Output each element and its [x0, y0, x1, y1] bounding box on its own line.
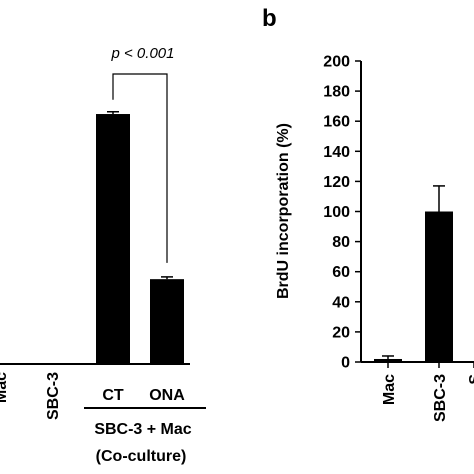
bar-a-3: [150, 279, 184, 364]
panel-b-y-tick-label-8: 160: [323, 114, 350, 131]
bar-b-0: [374, 358, 402, 362]
panel-b-y-tick-label-2: 40: [332, 294, 350, 311]
panel-a: Mac SBC-3 CT ONA SBC-3 + Mac (Co-culture) p < …: [0, 45, 206, 465]
panel-b: b BrdU incorporation (%) 0 20 40 60 80 100 120…: [262, 5, 474, 422]
panel-b-y-axis-title: BrdU incorporation (%): [275, 123, 292, 299]
tick-label-a-1: SBC-3: [45, 372, 62, 420]
panel-b-label: b: [262, 5, 277, 32]
panel-b-y-tick-label-7: 140: [323, 144, 350, 161]
tick-label-a-3: ONA: [149, 387, 185, 404]
panel-b-x-tick-label-2: S: [467, 374, 474, 385]
panel-b-y-tick-label-10: 200: [323, 54, 350, 71]
panel-b-y-tick-label-1: 20: [332, 324, 350, 341]
group-label-line2: (Co-culture): [96, 448, 187, 465]
panel-b-y-tick-label-5: 100: [323, 204, 350, 221]
tick-label-a-2: CT: [102, 387, 124, 404]
significance-annotation: p < 0.001: [111, 45, 175, 62]
panel-b-y-tick-label-9: 180: [323, 84, 350, 101]
panel-b-y-tick-label-6: 120: [323, 174, 350, 191]
panel-b-x-tick-label-1: SBC-3: [432, 374, 449, 422]
bar-a-2: [96, 114, 130, 365]
panel-b-y-tick-label-3: 60: [332, 264, 350, 281]
group-label-line1: SBC-3 + Mac: [94, 421, 191, 438]
panel-b-y-tick-label-4: 80: [332, 234, 350, 251]
significance-bracket: [112, 73, 168, 263]
panel-b-y-tick-label-0: 0: [341, 355, 350, 372]
bar-b-1: [425, 211, 453, 362]
panel-b-x-tick-label-0: Mac: [381, 374, 398, 405]
tick-label-a-0: Mac: [0, 372, 10, 403]
